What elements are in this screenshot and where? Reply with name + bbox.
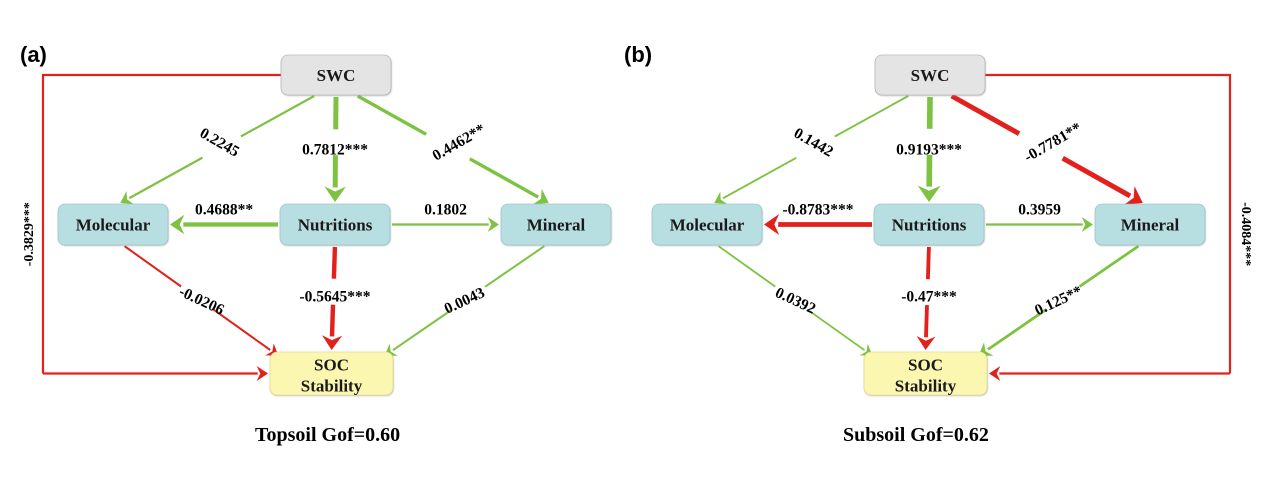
svg-text:-0.47***: -0.47***: [901, 289, 957, 306]
svg-text:0.4688**: 0.4688**: [195, 202, 253, 219]
svg-text:0.1802: 0.1802: [424, 202, 467, 219]
svg-text:0.2245: 0.2245: [197, 125, 243, 161]
svg-text:0.0043: 0.0043: [442, 284, 488, 318]
svg-text:0.1442: 0.1442: [791, 125, 837, 161]
svg-text:0.4462**: 0.4462**: [430, 121, 489, 165]
svg-text:-0.4084***: -0.4084***: [1238, 202, 1253, 266]
svg-text:SOC: SOC: [908, 356, 943, 375]
svg-text:0.125**: 0.125**: [1032, 282, 1085, 319]
svg-text:SOC: SOC: [314, 356, 349, 375]
svg-text:Mineral: Mineral: [1121, 216, 1180, 235]
svg-text:Stability: Stability: [301, 377, 363, 396]
svg-text:-0.7781**: -0.7781**: [1021, 119, 1085, 165]
svg-text:-0.5645***: -0.5645***: [299, 289, 370, 306]
svg-text:-0.0206: -0.0206: [176, 283, 227, 319]
svg-text:0.0392: 0.0392: [772, 284, 818, 318]
svg-text:-0.8783***: -0.8783***: [782, 202, 853, 219]
svg-text:0.9193***: 0.9193***: [896, 142, 962, 159]
svg-text:Mineral: Mineral: [527, 216, 586, 235]
svg-text:0.3959: 0.3959: [1018, 202, 1061, 219]
svg-text:SWC: SWC: [911, 66, 950, 85]
svg-text:SWC: SWC: [317, 66, 356, 85]
svg-text:-0.3829***: -0.3829***: [22, 202, 37, 266]
svg-text:Molecular: Molecular: [670, 216, 745, 235]
svg-text:Molecular: Molecular: [76, 216, 151, 235]
svg-text:0.7812***: 0.7812***: [302, 142, 368, 159]
svg-text:Stability: Stability: [895, 377, 957, 396]
svg-text:Nutritions: Nutritions: [298, 216, 373, 235]
svg-text:Nutritions: Nutritions: [892, 216, 967, 235]
